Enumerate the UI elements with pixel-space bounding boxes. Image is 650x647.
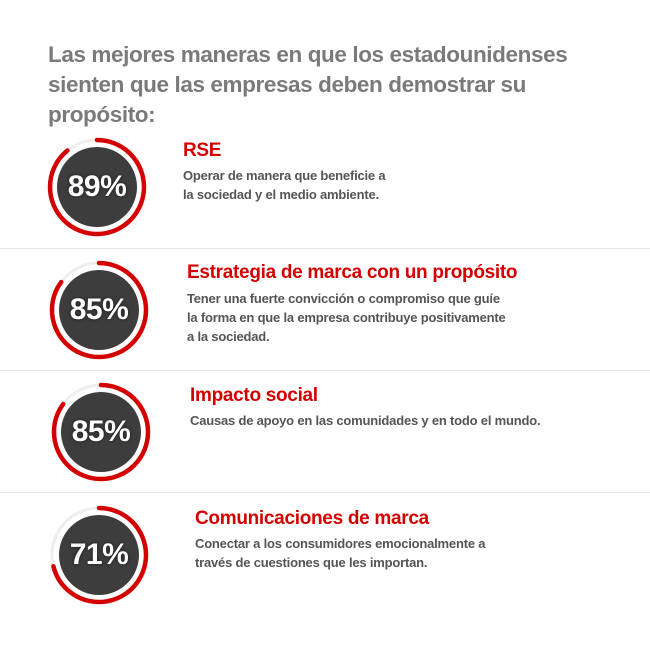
ring-arc	[49, 260, 149, 360]
ring-graphic	[49, 505, 149, 605]
ring-arc	[47, 137, 147, 237]
item-description-brand-strategy: Tener una fuerte convicción o compromiso…	[187, 291, 506, 344]
percent-ring-1: 89%	[42, 132, 152, 242]
ink-blot	[57, 147, 137, 227]
page-title: Las mejores maneras en que los estadouni…	[48, 42, 568, 127]
ring-arc	[51, 382, 151, 482]
item-title-social-impact: Impacto social	[190, 385, 318, 406]
item-description-brand-communications: Conectar a los consumidores emocionalmen…	[195, 536, 486, 570]
percent-value: 89%	[67, 170, 127, 203]
ring-graphic	[47, 137, 147, 237]
divider	[0, 370, 650, 371]
ring-arc	[49, 505, 149, 605]
percent-ring-4: 71%	[44, 500, 154, 610]
percent-ring-3: 85%	[46, 377, 156, 487]
ink-blot	[59, 270, 139, 350]
ink-blot	[59, 515, 139, 595]
ring-graphic	[49, 260, 149, 360]
percent-value: 85%	[71, 415, 131, 448]
percent-value: 71%	[69, 538, 129, 571]
item-title-rse: RSE	[183, 140, 222, 161]
item-description-rse: Operar de manera que beneficie a la soci…	[183, 168, 386, 202]
ink-blot	[61, 392, 141, 472]
item-title-brand-communications: Comunicaciones de marca	[195, 508, 429, 529]
item-description-social-impact: Causas de apoyo en las comunidades y en …	[190, 413, 541, 428]
divider	[0, 248, 650, 249]
item-title-brand-strategy: Estrategia de marca con un propósito	[187, 262, 518, 283]
percent-value: 85%	[69, 293, 129, 326]
percent-ring-2: 85%	[44, 255, 154, 365]
ring-graphic	[51, 382, 151, 482]
divider	[0, 492, 650, 493]
